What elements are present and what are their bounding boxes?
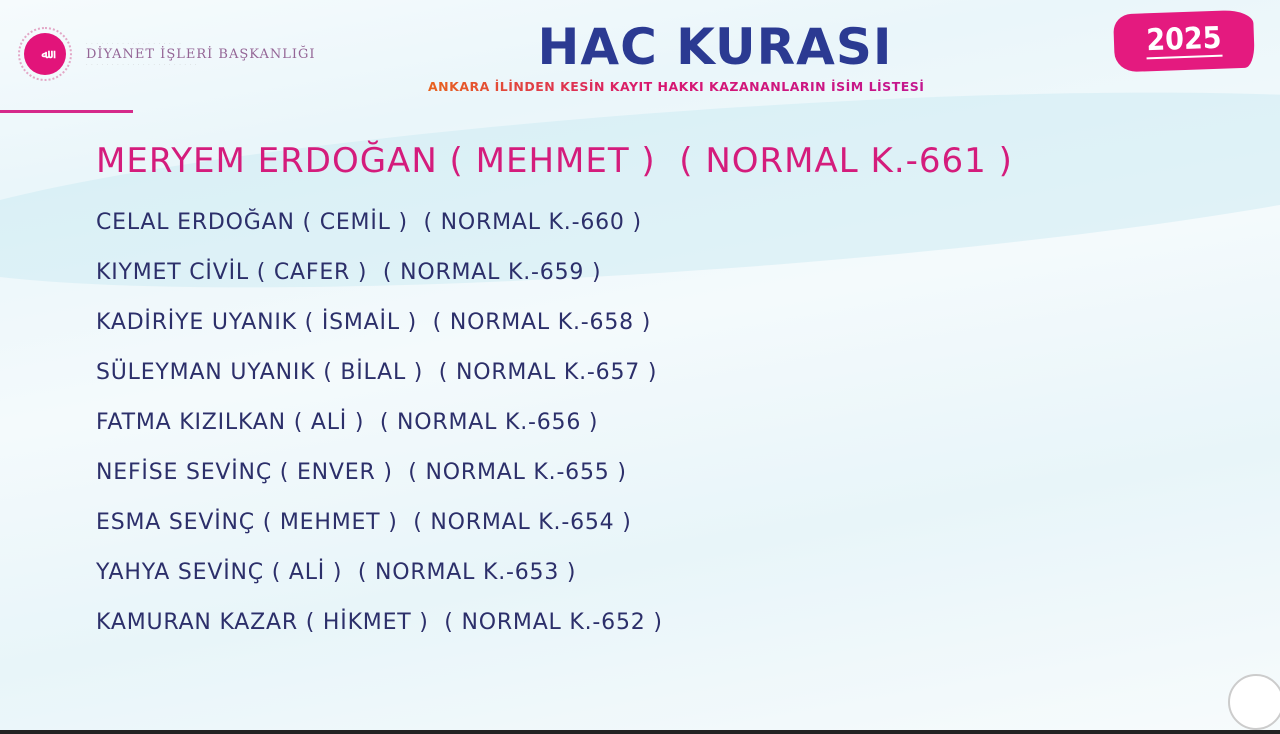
- list-item: YAHYA SEVİNÇ ( ALİ ) ( NORMAL K.-653 ): [96, 560, 577, 585]
- list-item: KAMURAN KAZAR ( HİKMET ) ( NORMAL K.-652…: [96, 610, 663, 635]
- diyanet-logo: ﷲ · · · · · · · · · · · · · · · · · · · …: [18, 27, 316, 81]
- diyanet-emblem-icon: ﷲ: [18, 27, 72, 81]
- bottom-bar: [0, 730, 1280, 734]
- page-title: HAC KURASI: [537, 18, 893, 76]
- list-item: KADİRİYE UYANIK ( İSMAİL ) ( NORMAL K.-6…: [96, 310, 652, 335]
- seal-icon: [1228, 674, 1280, 730]
- list-item-highlighted: MERYEM ERDOĞAN ( MEHMET ) ( NORMAL K.-66…: [96, 141, 1013, 181]
- divider: [0, 110, 133, 113]
- winner-list: MERYEM ERDOĞAN ( MEHMET ) ( NORMAL K.-66…: [96, 136, 1013, 648]
- list-item: NEFİSE SEVİNÇ ( ENVER ) ( NORMAL K.-655 …: [96, 460, 627, 485]
- list-item: SÜLEYMAN UYANIK ( BİLAL ) ( NORMAL K.-65…: [96, 360, 658, 385]
- year-badge: 2025: [1113, 9, 1255, 73]
- logo-title: DİYANET İŞLERİ BAŞKANLIĞI: [86, 46, 316, 62]
- list-item: ESMA SEVİNÇ ( MEHMET ) ( NORMAL K.-654 ): [96, 510, 632, 535]
- list-item: CELAL ERDOĞAN ( CEMİL ) ( NORMAL K.-660 …: [96, 210, 642, 235]
- page-subtitle: ANKARA İLİNDEN KESİN KAYIT HAKKI KAZANAN…: [428, 79, 925, 94]
- list-item: FATMA KIZILKAN ( ALİ ) ( NORMAL K.-656 ): [96, 410, 599, 435]
- list-item: KIYMET CİVİL ( CAFER ) ( NORMAL K.-659 ): [96, 260, 602, 285]
